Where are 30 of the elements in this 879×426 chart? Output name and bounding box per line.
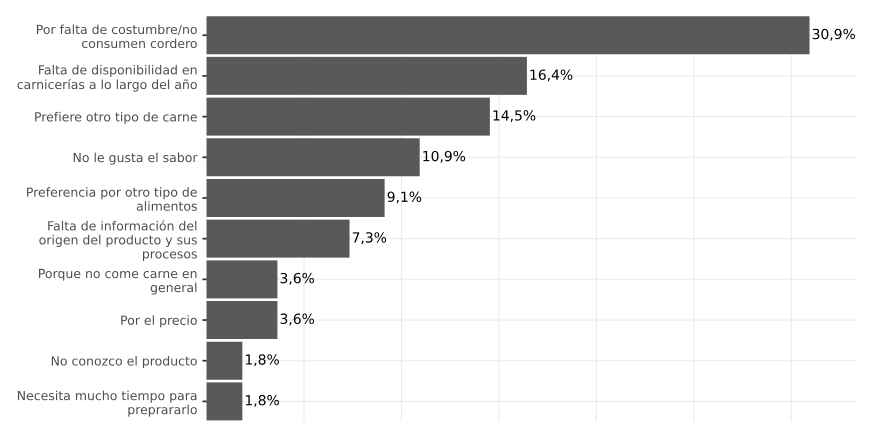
data-label: 1,8% (246, 394, 279, 407)
bar (206, 178, 385, 217)
y-tick-label: Prefiere otro tipo de carne (35, 112, 197, 124)
y-tick-label: No le gusta el sabor (74, 152, 198, 165)
data-label: 7,3% (352, 232, 386, 244)
bar (206, 220, 350, 258)
data-label: 1,8% (246, 354, 279, 366)
bar (206, 301, 278, 340)
y-tick-label: Falta de disponibilidad en carnicerías a lo largo del año (17, 64, 197, 92)
data-label: 3,6% (280, 314, 314, 326)
y-tick-label: Porque no come carne en general (39, 268, 196, 295)
bar (206, 342, 242, 380)
bar (206, 382, 242, 420)
y-tick-label: Por falta de costumbre/no consumen cordero (36, 24, 197, 48)
data-label: 14,5% (493, 110, 536, 122)
data-label: 3,6% (280, 272, 314, 285)
data-label: 9,1% (388, 192, 422, 204)
data-label: 10,9% (423, 150, 466, 163)
y-tick-label: Falta de información del origen del producto y sus procesos (39, 220, 197, 261)
data-label: 30,9% (812, 28, 855, 41)
data-label: 16,4% (530, 69, 572, 82)
y-tick-label: No conozco el producto (52, 356, 197, 368)
bar (206, 16, 810, 54)
bar (206, 56, 527, 95)
y-tick-label: Preferencia por otro tipo de alimentos (27, 187, 197, 211)
bar (206, 138, 420, 176)
y-tick-label: Por el precio (121, 315, 197, 328)
bar (206, 98, 490, 136)
bar (206, 260, 278, 298)
y-tick-label: Necesita mucho tiempo para preprararlo (18, 390, 197, 417)
